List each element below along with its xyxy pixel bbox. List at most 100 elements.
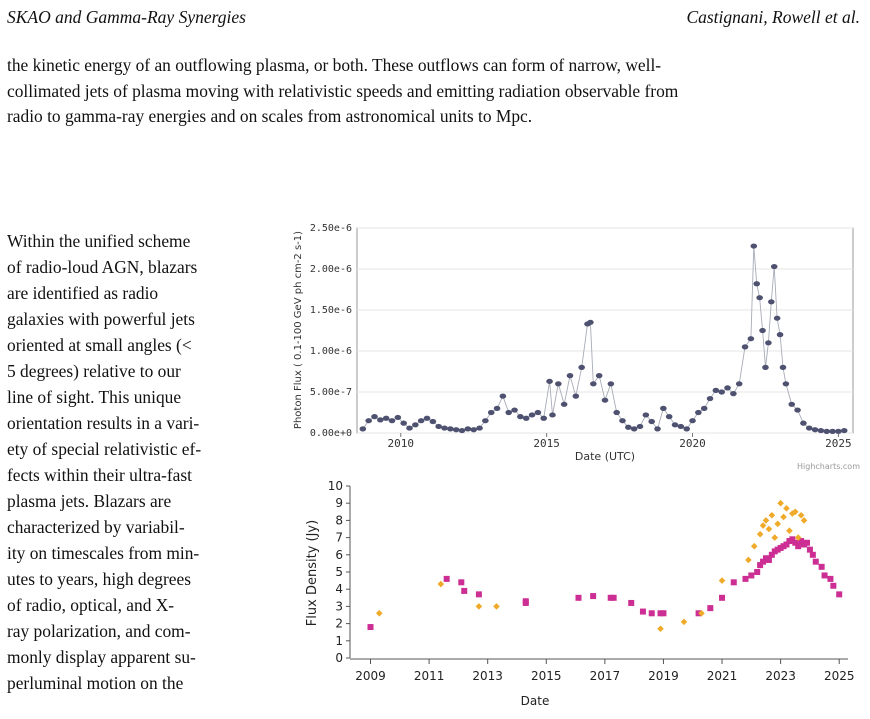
data-point-square [803,539,810,546]
x-axis-label: Date (UTC) [575,450,635,463]
data-point-square [522,599,529,606]
data-point [499,393,507,399]
running-header-title: SKAO and Gamma-Ray Synergies [7,7,246,27]
data-point [730,391,737,397]
data-point [482,418,489,424]
data-point-diamond [680,618,688,626]
column-line: plasma jets. Blazars are [7,491,172,511]
data-point [546,378,553,384]
column-line: of radio, optical, and X- [7,595,175,615]
data-point-square [760,558,767,565]
data-point-diamond [745,556,752,564]
data-point-diamond [794,534,802,541]
data-point [429,418,437,425]
data-point [741,344,749,350]
column-line: are identified as radio [7,283,159,303]
column-line: monly display apparent su- [7,647,196,667]
y-tick-label: 5.00e-7 [310,387,352,398]
column-line: characterized by variabil- [7,517,185,537]
data-point [765,340,772,346]
data-point [665,414,673,420]
data-point [400,420,407,426]
data-point [759,327,766,334]
data-point [762,364,769,370]
y-tick-label: 1.00e-6 [310,346,352,357]
data-point [829,428,836,434]
column-line: of radio-loud AGN, blazars [7,257,198,277]
data-point [607,381,615,387]
data-point-diamond [375,609,383,617]
data-point [590,381,597,387]
left-column-text: Within the unified scheme of radio-loud … [7,228,267,696]
data-point [365,418,372,424]
data-point-square [806,546,813,553]
data-point [768,299,775,305]
y-tick-label: 8 [335,513,343,527]
data-point-square [742,575,749,582]
y-tick-label: 2.00e-6 [310,264,352,275]
running-header-authors: Castignani, Rowell et al. [686,7,860,27]
column-line: Within the unified scheme [7,231,191,251]
y-axis-label: Flux Density (Jy) [305,520,320,626]
data-point [493,405,501,411]
data-point-diamond [783,505,790,512]
data-point [630,426,638,432]
data-point [613,409,620,416]
data-point [441,425,448,431]
data-point [683,426,690,432]
data-point [412,422,419,428]
y-tick-label: 2.50e-6 [310,223,352,234]
data-point-square [748,572,755,579]
data-point [677,423,685,430]
column-line: ray polarization, and com- [7,621,191,641]
data-point-square [783,541,790,548]
x-tick-label: 2021 [707,669,738,683]
data-point [770,263,778,270]
y-tick-label: 0 [335,651,343,665]
y-tick-label: 5 [335,565,343,579]
data-point-diamond [698,609,705,617]
data-point-square [809,551,816,558]
data-point [800,420,807,426]
data-point-square [719,594,726,601]
x-tick-label: 2025 [824,669,855,683]
data-point-square [812,558,819,565]
data-point [572,393,580,399]
data-point [566,373,574,379]
data-point [371,414,378,420]
data-point [587,319,594,325]
y-tick-label: 3 [335,599,343,613]
y-tick-label: 2 [335,617,343,631]
data-point-diamond [750,542,758,550]
data-point-square [836,591,843,598]
data-point [718,389,726,395]
data-point [660,405,667,411]
highcharts-credit[interactable]: Highcharts.com [797,462,860,471]
paragraph-line: collimated jets of plasma moving with re… [7,80,679,101]
data-point [779,364,787,370]
data-point [805,425,813,431]
data-point-square [792,539,799,546]
data-point-square [458,579,465,586]
data-point [359,426,367,432]
data-point-square [575,594,582,601]
data-point [753,281,761,287]
data-point [470,427,478,433]
data-point-diamond [797,511,805,519]
data-point [476,425,483,431]
data-point [776,332,784,338]
x-tick-label: 2023 [765,669,796,683]
data-point [747,336,755,342]
data-point-diamond [765,525,773,533]
data-point-diamond [657,625,664,633]
column-line: ety of special relativistic ef- [7,439,202,459]
data-point-square [827,575,834,582]
column-line: line of sight. This unique [7,387,182,407]
data-point-diamond [774,520,781,528]
data-point [671,422,679,428]
column-line: fects within their ultra-fast [7,465,192,485]
top-paragraph: the kinetic energy of an outflowing plas… [7,53,862,130]
column-line: perluminal motion on the [7,673,184,693]
data-point [601,397,609,403]
data-point [511,407,518,413]
